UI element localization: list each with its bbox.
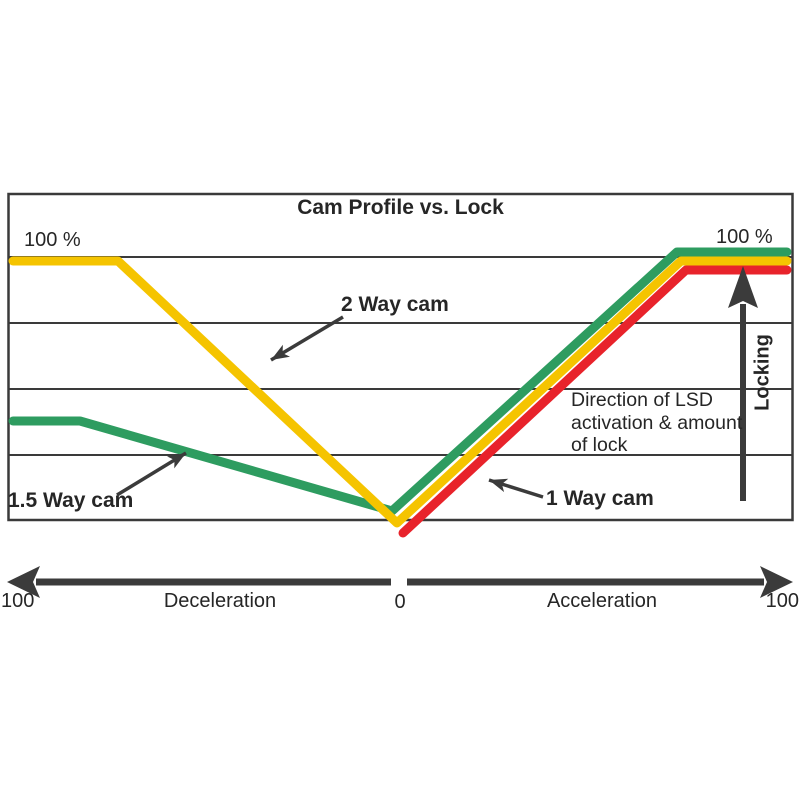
annotation-line-3: of lock	[571, 434, 628, 456]
x-axis-deceleration-label: Deceleration	[163, 590, 277, 612]
x-axis-acceleration-label: Acceleration	[546, 590, 658, 612]
one-five-way-cam-line	[8, 247, 792, 516]
one-way-cam-label: 1 Way cam	[546, 487, 654, 510]
annotation-line-1: Direction of LSD	[571, 389, 713, 411]
two-way-cam-label: 2 Way cam	[341, 293, 449, 316]
y-axis-100-percent-right-label: 100 %	[716, 226, 773, 248]
lsd-activation-annotation: Direction of LSD activation & amount of …	[571, 389, 742, 457]
annotation-line-2: activation & amount	[571, 411, 743, 434]
one-five-way-cam-label: 1.5 Way cam	[8, 489, 134, 512]
horizontal-gridlines	[8, 256, 792, 456]
x-axis-left-100-tick: 100	[1, 590, 35, 612]
acceleration-axis-arrow	[407, 566, 793, 598]
two-way-cam-leader-arrow	[270, 315, 344, 362]
locking-direction-arrow	[728, 266, 758, 501]
deceleration-axis-arrow	[7, 566, 391, 598]
one-way-cam-line	[398, 265, 792, 538]
one-way-cam-leader-arrow	[488, 478, 544, 499]
y-axis-100-percent-left-label: 100 %	[24, 229, 81, 251]
x-axis-zero-tick: 0	[394, 591, 406, 613]
one-five-way-cam-leader-arrow	[116, 451, 187, 497]
chart-title: Cam Profile vs. Lock	[297, 196, 504, 219]
plot-border	[7, 192, 794, 522]
two-way-cam-line	[8, 256, 792, 528]
x-axis-right-100-tick: 100	[765, 590, 799, 612]
locking-axis-label: Locking	[751, 334, 774, 411]
